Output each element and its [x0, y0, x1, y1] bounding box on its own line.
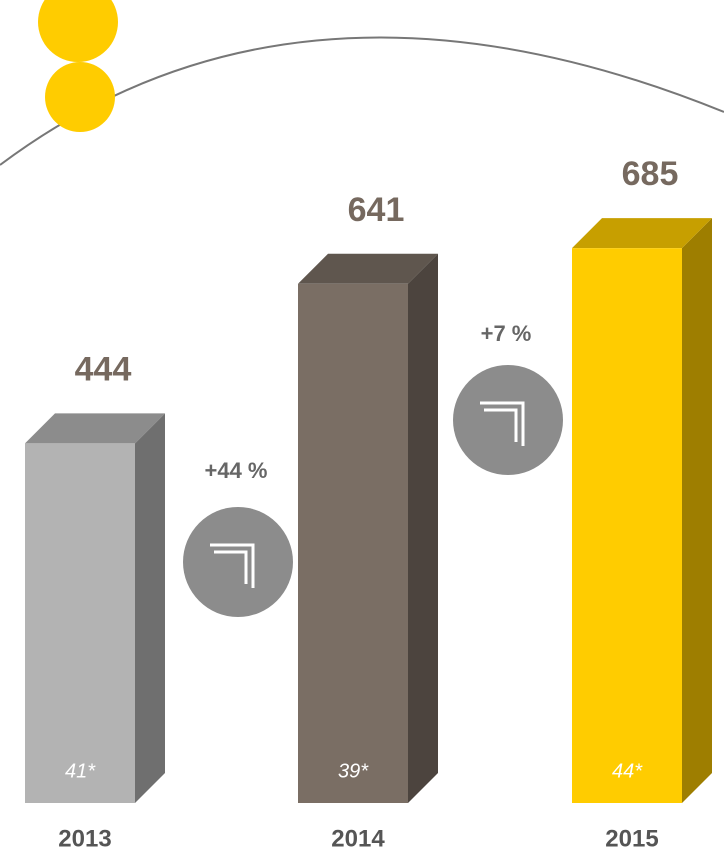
value-label: 444: [75, 350, 132, 388]
growth-label: +44 %: [205, 458, 268, 483]
bar-side: [408, 253, 438, 804]
decor-dot: [45, 62, 115, 132]
inner-label: 41*: [65, 760, 96, 782]
bar: [298, 283, 408, 803]
decor-dot: [38, 0, 118, 62]
value-label: 685: [622, 155, 679, 193]
x-tick-label: 2014: [331, 825, 385, 852]
bar-top: [25, 413, 165, 444]
growth-badge: [183, 507, 293, 617]
x-tick-label: 2015: [605, 825, 658, 852]
inner-label: 39*: [338, 760, 369, 782]
bar-side: [135, 413, 165, 803]
bar-top: [572, 218, 712, 249]
growth-arrow: [480, 401, 525, 446]
growth-arrow: [210, 543, 255, 588]
value-label: 641: [348, 191, 405, 229]
growth-label: +7 %: [481, 321, 532, 346]
x-tick-label: 2013: [58, 825, 111, 852]
growth-badge: [453, 365, 563, 475]
inner-label: 44*: [612, 760, 643, 782]
bar: [25, 443, 135, 803]
bar-side: [682, 218, 712, 803]
bar: [572, 248, 682, 803]
bar-top: [298, 253, 438, 284]
